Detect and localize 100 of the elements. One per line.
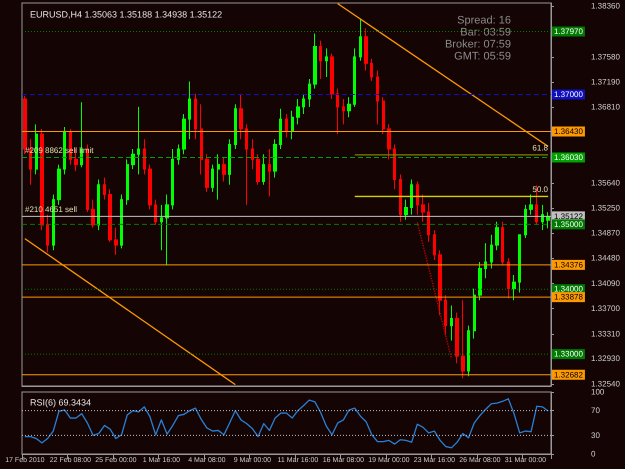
ref-line-label: 1.37970 xyxy=(554,27,584,36)
candlestick xyxy=(188,81,191,140)
candlestick xyxy=(433,230,436,261)
candlestick xyxy=(478,261,482,301)
candlestick xyxy=(143,138,146,175)
candlestick xyxy=(171,148,174,210)
candlestick xyxy=(393,144,396,190)
candlestick xyxy=(126,158,129,206)
candlestick xyxy=(364,28,368,72)
ref-line-label: 1.33000 xyxy=(554,350,584,359)
y-tick-label: 1.33700 xyxy=(591,304,620,314)
y-tick-label: 1.37190 xyxy=(591,78,620,87)
candlestick xyxy=(154,199,157,226)
candlestick xyxy=(376,70,379,125)
y-tick-label: 70 xyxy=(591,406,600,416)
y-tick-label: 1.32930 xyxy=(591,354,620,364)
candlestick xyxy=(120,194,123,249)
annotation: 61.8 xyxy=(532,143,549,152)
candlestick xyxy=(296,98,300,125)
candlestick xyxy=(165,194,169,266)
ref-line-label: 1.37000 xyxy=(554,90,584,100)
candlestick xyxy=(222,156,226,182)
candlestick xyxy=(461,300,465,379)
candlestick xyxy=(285,113,288,138)
candlestick xyxy=(495,221,499,251)
y-tick-label: 1.37580 xyxy=(591,52,620,62)
candlestick xyxy=(182,113,186,155)
candlestick xyxy=(501,221,504,266)
candlestick xyxy=(455,312,459,364)
y-tick-label: 1.35640 xyxy=(591,178,620,188)
y-tick-label: 1.38360 xyxy=(591,2,620,11)
candlestick xyxy=(353,48,356,108)
candlestick xyxy=(359,18,362,62)
candlestick xyxy=(234,104,237,150)
candlestick xyxy=(108,188,112,242)
candlestick xyxy=(211,164,214,192)
candlestick xyxy=(268,148,271,197)
candlestick xyxy=(319,40,322,80)
candlestick xyxy=(160,204,163,251)
candlestick xyxy=(404,199,408,220)
candlestick xyxy=(421,194,425,222)
y-tick-label: 1.34090 xyxy=(591,278,620,288)
candlestick xyxy=(251,138,254,170)
candlestick xyxy=(336,88,339,135)
candlestick xyxy=(313,33,317,90)
ref-line-label: 1.33878 xyxy=(554,292,584,302)
candlestick xyxy=(342,98,345,125)
candlestick xyxy=(279,108,282,150)
candlestick xyxy=(507,258,510,299)
candlestick xyxy=(137,106,140,175)
candlestick xyxy=(63,126,66,175)
candlestick xyxy=(529,194,533,216)
candlestick xyxy=(427,202,430,242)
ref-line-label: 1.35122 xyxy=(554,212,584,221)
annotation: Broker: 07:59 xyxy=(444,38,511,50)
candlestick xyxy=(217,154,220,200)
candlestick xyxy=(205,154,209,192)
candlestick xyxy=(438,250,442,316)
y-tick-label: 1.34870 xyxy=(591,228,620,238)
text: RSI(6) 69.3434 xyxy=(30,398,92,408)
ref-line-label: 1.32682 xyxy=(554,370,584,380)
annotation: GMT: 05:59 xyxy=(454,50,511,62)
candlestick xyxy=(97,179,100,231)
ref-line-label: 1.34376 xyxy=(554,260,584,270)
candlestick xyxy=(194,93,197,140)
line-series xyxy=(24,398,549,448)
candlestick xyxy=(541,204,544,231)
candlestick xyxy=(330,53,334,100)
candlestick xyxy=(450,304,453,342)
candlestick xyxy=(416,180,419,216)
candlestick xyxy=(114,227,118,256)
candlestick xyxy=(245,124,248,206)
candlestick xyxy=(228,138,231,186)
candlestick xyxy=(239,93,243,140)
candlestick xyxy=(444,294,447,336)
candlestick xyxy=(387,124,391,160)
candlestick xyxy=(148,164,152,210)
candlestick xyxy=(46,214,49,253)
candlestick xyxy=(273,138,277,178)
candlestick xyxy=(382,96,385,135)
candlestick xyxy=(518,234,521,293)
y-tick-label: 1.32540 xyxy=(591,380,620,388)
candlestick xyxy=(57,164,61,206)
candlestick xyxy=(308,78,311,108)
ref-line-label: 1.34000 xyxy=(554,284,584,294)
candlestick xyxy=(473,288,476,340)
ref-line-label: 1.36030 xyxy=(554,152,584,162)
y-tick-label: 1.35250 xyxy=(591,204,620,213)
y-tick-label: 30 xyxy=(591,430,600,440)
y-tick-label: 1.33310 xyxy=(591,330,620,339)
candlestick xyxy=(325,48,328,78)
candlestick xyxy=(103,177,106,200)
ref-line-label: 1.36430 xyxy=(554,127,584,136)
candlestick xyxy=(177,144,180,166)
candlestick xyxy=(23,95,27,155)
candlestick xyxy=(131,148,135,170)
candlestick xyxy=(490,234,493,269)
candlestick xyxy=(399,174,402,222)
candlestick xyxy=(370,58,373,82)
ref-line-label: 1.35000 xyxy=(554,220,584,229)
